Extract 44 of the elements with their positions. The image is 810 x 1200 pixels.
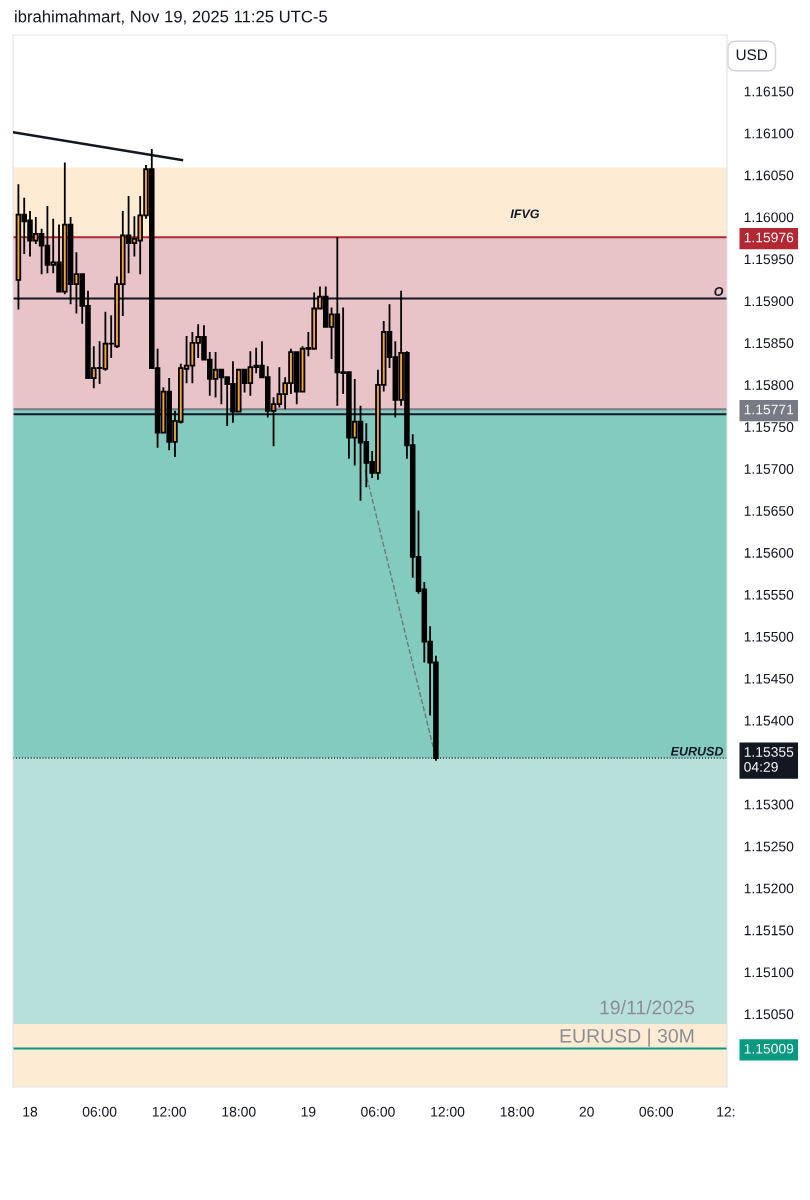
y-tick-label: 1.15100	[744, 967, 794, 978]
y-tick-label: 1.15300	[744, 799, 794, 810]
x-tick-label: 12:	[717, 1106, 735, 1117]
x-tick-label: 18:00	[222, 1106, 256, 1117]
x-tick-label: 18:00	[500, 1106, 534, 1117]
x-tick-label: 18	[23, 1106, 38, 1117]
y-tick-label: 1.15600	[744, 547, 794, 558]
y-tick-label: 1.15400	[744, 715, 794, 726]
annotation: 19/11/2025	[600, 1000, 695, 1015]
y-tick-label: 1.15200	[744, 883, 794, 894]
chart-title: ibrahimahmart, Nov 19, 2025 11:25 UTC-5	[15, 10, 328, 25]
y-tick-label: 1.16150	[744, 86, 794, 97]
y-tick-label: 1.15500	[744, 631, 794, 642]
y-tick-label: 1.15050	[744, 1009, 794, 1020]
x-tick-label: 19	[301, 1106, 316, 1117]
y-tick-label: 1.15150	[744, 925, 794, 936]
y-tick-label: 1.15800	[744, 380, 794, 390]
y-tick-label: 1.15550	[744, 589, 794, 600]
x-tick-label: 20	[579, 1106, 594, 1117]
x-tick-label: 12:00	[431, 1106, 465, 1117]
y-tick-label: 1.15850	[744, 338, 794, 349]
x-tick-label: 12:00	[152, 1106, 187, 1117]
x-tick-label: 06:00	[639, 1106, 674, 1117]
ref-line-label: O	[714, 287, 724, 296]
y-tick-label: 1.15700	[744, 464, 794, 474]
y-tick-label: 1.15355 04:29	[744, 747, 794, 772]
y-tick-label: 1.16050	[744, 170, 794, 181]
ref-line-label: EURUSD	[670, 746, 724, 756]
annotation: IFVG	[510, 209, 540, 219]
y-tick-label: 1.15250	[744, 841, 794, 852]
x-tick-label: 06:00	[361, 1106, 395, 1117]
y-tick-label: 1.15900	[744, 296, 794, 307]
y-tick-label: 1.16100	[744, 128, 794, 139]
y-tick-label: 1.15009	[744, 1043, 794, 1054]
y-tick-label: 1.15950	[744, 254, 794, 265]
y-axis-title: USD	[736, 49, 768, 61]
y-tick-label: 1.15976	[744, 232, 794, 243]
x-tick-label: 06:00	[82, 1106, 117, 1117]
annotation: EURUSD | 30M	[560, 1028, 694, 1047]
y-tick-label: 1.15771	[744, 404, 794, 415]
y-tick-label: 1.15650	[744, 506, 794, 516]
y-tick-label: 1.16000	[744, 212, 794, 223]
y-tick-label: 1.15750	[744, 422, 794, 432]
y-tick-label: 1.15450	[744, 673, 794, 684]
